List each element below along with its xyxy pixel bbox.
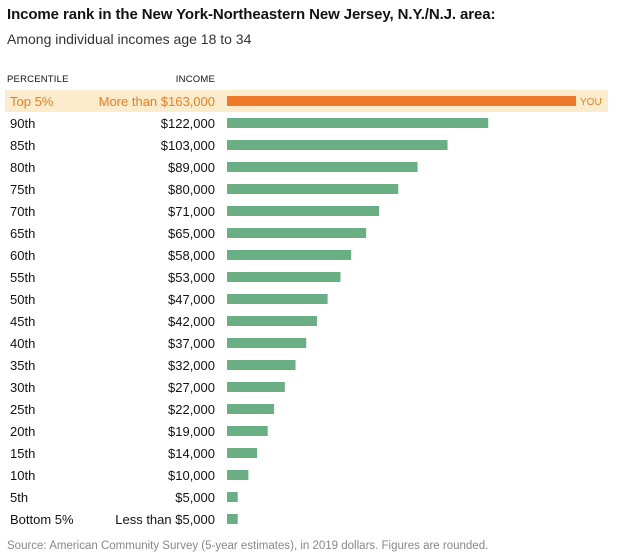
income-bar — [227, 206, 380, 216]
income-bar — [227, 140, 448, 150]
income-label: $53,000 — [168, 270, 215, 285]
percentile-label: 65th — [10, 226, 35, 241]
percentile-label: 25th — [10, 402, 35, 417]
income-bar — [227, 426, 268, 436]
income-bar-chart: Top 5% More than $163,000 YOU 90th $122,000 8… — [5, 90, 608, 527]
source-note: Source: American Community Survey (5-yea… — [7, 540, 489, 552]
income-label: $65,000 — [168, 226, 215, 241]
income-label: $80,000 — [168, 182, 215, 197]
income-bar — [227, 316, 317, 326]
percentile-label: Top 5% — [10, 94, 54, 109]
income-bar — [227, 294, 328, 304]
income-label: $58,000 — [168, 248, 215, 263]
income-bar — [227, 404, 275, 414]
income-bar — [227, 228, 367, 238]
income-label: More than $163,000 — [99, 94, 215, 109]
percentile-label: Bottom 5% — [10, 512, 74, 527]
income-label: $122,000 — [161, 116, 215, 131]
percentile-label: 90th — [10, 116, 35, 131]
percentile-label: 80th — [10, 160, 35, 175]
income-bar — [227, 118, 489, 128]
percentile-column-header: PERCENTILE — [7, 74, 69, 85]
income-label: $89,000 — [168, 160, 215, 175]
income-label: $103,000 — [161, 138, 215, 153]
percentile-label: 75th — [10, 182, 35, 197]
income-label: $32,000 — [168, 358, 215, 373]
income-label: $22,000 — [168, 402, 215, 417]
income-label: $71,000 — [168, 204, 215, 219]
income-label: $27,000 — [168, 380, 215, 395]
you-marker-label: YOU — [580, 97, 602, 108]
percentile-label: 5th — [10, 490, 28, 505]
income-column-header: INCOME — [175, 74, 215, 85]
percentile-label: 70th — [10, 204, 35, 219]
percentile-label: 40th — [10, 336, 35, 351]
percentile-label: 45th — [10, 314, 35, 329]
income-bar — [227, 272, 341, 282]
percentile-label: 15th — [10, 446, 35, 461]
percentile-label: 55th — [10, 270, 35, 285]
income-bar — [227, 162, 418, 172]
income-label: $10,000 — [168, 468, 215, 483]
chart-subtitle: Among individual incomes age 18 to 34 — [7, 31, 252, 47]
income-bar — [227, 514, 238, 524]
income-label: $42,000 — [168, 314, 215, 329]
income-bar — [227, 250, 352, 260]
income-label: $14,000 — [168, 446, 215, 461]
percentile-label: 60th — [10, 248, 35, 263]
percentile-label: 30th — [10, 380, 35, 395]
income-bar — [227, 492, 238, 502]
income-bar — [227, 382, 285, 392]
income-bar — [227, 448, 257, 458]
income-label: Less than $5,000 — [115, 512, 215, 527]
income-bar — [227, 184, 399, 194]
income-label: $19,000 — [168, 424, 215, 439]
percentile-label: 20th — [10, 424, 35, 439]
income-bar — [227, 338, 307, 348]
income-label: $47,000 — [168, 292, 215, 307]
chart-title: Income rank in the New York-Northeastern… — [7, 6, 496, 23]
percentile-label: 85th — [10, 138, 35, 153]
income-bar — [227, 360, 296, 370]
highlight-bar — [227, 96, 576, 106]
percentile-label: 10th — [10, 468, 35, 483]
percentile-label: 35th — [10, 358, 35, 373]
income-label: $37,000 — [168, 336, 215, 351]
income-label: $5,000 — [175, 490, 215, 505]
percentile-label: 50th — [10, 292, 35, 307]
income-bar — [227, 470, 249, 480]
